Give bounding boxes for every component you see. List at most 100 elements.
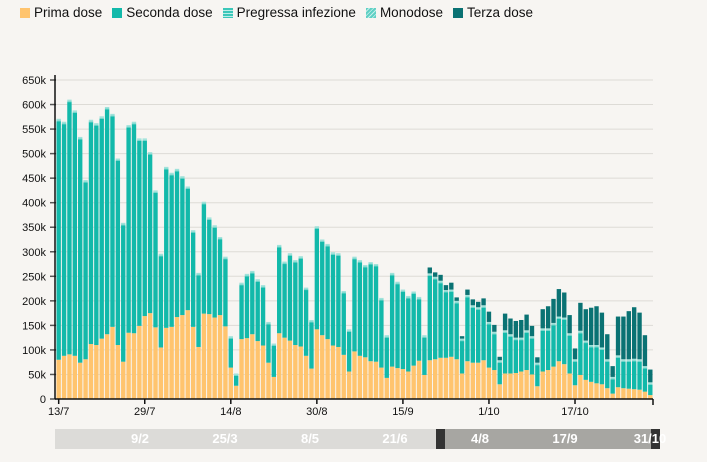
bar-seconda-dose — [115, 160, 121, 346]
range-handle-right[interactable] — [651, 429, 660, 449]
bar-prima-dose — [282, 337, 287, 399]
bar-seconda-dose — [110, 116, 115, 327]
bar-monodose — [104, 106, 110, 109]
bar-pregressa-infezione — [346, 330, 352, 332]
bar-seconda-dose — [346, 331, 352, 372]
bar-seconda-dose — [626, 361, 631, 389]
bar-monodose — [551, 322, 556, 325]
bar-monodose — [99, 116, 104, 118]
bar-seconda-dose — [330, 254, 336, 346]
bar-prima-dose — [529, 374, 535, 399]
legend-label: Prima dose — [34, 5, 103, 20]
legend: Prima dose Seconda dose Pregressa infezi… — [20, 5, 533, 20]
bar-prima-dose — [631, 389, 637, 399]
legend-item-prima-dose[interactable]: Prima dose — [20, 5, 102, 20]
bar-prima-dose — [233, 385, 239, 399]
legend-item-terza-dose[interactable]: Terza dose — [452, 5, 533, 20]
bar-seconda-dose — [583, 343, 588, 380]
bar-seconda-dose — [72, 112, 78, 356]
bar-seconda-dose — [502, 332, 508, 374]
bar-terza-dose — [642, 335, 648, 367]
bar-prima-dose — [56, 359, 61, 399]
bar-seconda-dose — [422, 337, 427, 375]
bar-seconda-dose — [562, 319, 567, 365]
bar-monodose — [470, 305, 476, 307]
bar-monodose — [599, 347, 605, 349]
bar-terza-dose — [615, 316, 621, 356]
bar-pregressa-infezione — [336, 254, 341, 256]
bar-monodose — [605, 359, 610, 361]
bar-pregressa-infezione — [605, 360, 610, 362]
bar-pregressa-infezione — [250, 272, 255, 274]
bar-seconda-dose — [78, 139, 83, 363]
bar-monodose — [255, 279, 260, 281]
bar-prima-dose — [492, 370, 497, 399]
slider-label: 25/3 — [212, 431, 238, 446]
legend-item-monodose[interactable]: Monodose — [365, 5, 443, 20]
bar-pregressa-infezione — [320, 240, 325, 242]
bar-prima-dose — [131, 333, 137, 399]
x-tick-label: 1/10 — [478, 406, 499, 418]
bar-seconda-dose — [169, 175, 174, 327]
bar-prima-dose — [72, 355, 78, 399]
bar-seconda-dose — [545, 330, 551, 371]
slider-label: 9/2 — [130, 431, 150, 446]
range-handle-left[interactable] — [436, 429, 445, 449]
bar-prima-dose — [110, 326, 115, 399]
bar-monodose — [642, 366, 648, 368]
bar-terza-dose — [465, 289, 470, 295]
bar-pregressa-infezione — [287, 254, 293, 256]
bar-monodose — [465, 294, 470, 297]
bar-pregressa-infezione — [271, 345, 277, 346]
range-slider[interactable]: 9/2 25/3 8/5 21/6 4/8 17/9 31/10 — [55, 429, 666, 449]
bar-seconda-dose — [212, 227, 217, 318]
bar-pregressa-infezione — [529, 337, 535, 339]
bar-pregressa-infezione — [298, 257, 303, 259]
legend-label: Monodose — [379, 5, 443, 20]
bar-pregressa-infezione — [373, 265, 379, 267]
bar-seconda-dose — [631, 361, 637, 390]
legend-item-pregressa-infezione[interactable]: Pregressa infezione — [222, 5, 356, 20]
legend-item-seconda-dose[interactable]: Seconda dose — [112, 5, 213, 20]
bar-monodose — [61, 121, 67, 124]
bar-seconda-dose — [438, 283, 443, 358]
bar-pregressa-infezione — [325, 245, 330, 247]
bar-prima-dose — [427, 360, 432, 399]
legend-label: Pregressa infezione — [236, 5, 356, 20]
bar-monodose — [513, 337, 519, 340]
bar-prima-dose — [422, 374, 427, 399]
bar-seconda-dose — [158, 256, 164, 348]
bar-prima-dose — [142, 316, 147, 399]
bar-seconda-dose — [260, 287, 266, 346]
range-selection[interactable] — [436, 429, 660, 449]
bar-pregressa-infezione — [196, 274, 201, 276]
y-tick-label: 100k — [22, 345, 46, 357]
bar-prima-dose — [277, 333, 282, 399]
bar-seconda-dose — [271, 345, 277, 377]
bar-terza-dose — [637, 312, 642, 360]
bar-prima-dose — [298, 346, 303, 399]
x-tick-label: 14/8 — [220, 406, 241, 418]
bar-terza-dose — [648, 369, 653, 383]
bar-pregressa-infezione — [599, 348, 605, 350]
bar-pregressa-infezione — [427, 274, 432, 276]
bar-prima-dose — [578, 374, 583, 399]
bar-monodose — [314, 226, 320, 228]
bar-prima-dose — [524, 370, 529, 399]
bar-prima-dose — [164, 327, 169, 399]
bar-pregressa-infezione — [513, 339, 519, 341]
bar-monodose — [233, 373, 239, 375]
bar-seconda-dose — [615, 357, 621, 388]
bar-monodose — [540, 328, 545, 330]
bar-monodose — [529, 336, 535, 338]
bar-pregressa-infezione — [578, 332, 583, 334]
bar-pregressa-infezione — [631, 360, 637, 362]
bar-prima-dose — [255, 341, 260, 399]
bar-terza-dose — [605, 334, 610, 360]
bar-prima-dose — [432, 359, 438, 399]
bar-pregressa-infezione — [260, 286, 266, 288]
bar-pregressa-infezione — [228, 337, 233, 339]
bar-monodose — [400, 289, 406, 292]
bar-prima-dose — [88, 344, 94, 399]
bar-prima-dose — [406, 371, 411, 399]
